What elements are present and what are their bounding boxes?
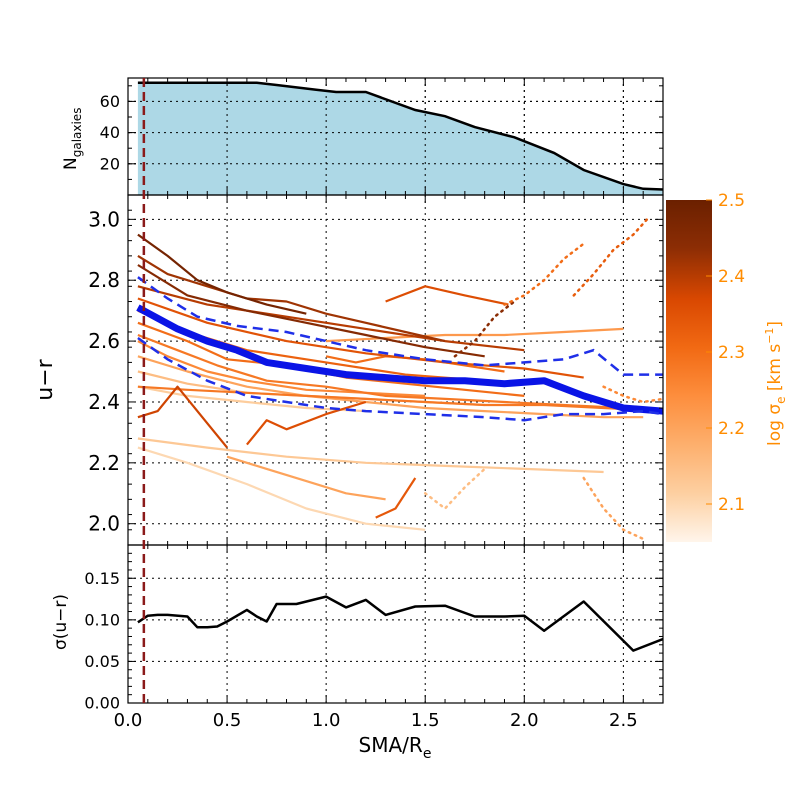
galaxy-track: [137, 385, 366, 413]
galaxy-track: [137, 264, 485, 358]
y-tick-label: 2.2: [88, 451, 120, 475]
galaxy-track-dotted: [423, 467, 486, 511]
y-tick-label: 0.00: [84, 694, 120, 713]
galaxy-track: [385, 285, 509, 306]
galaxy-track: [137, 297, 584, 379]
y-tick-label: 40: [100, 123, 120, 142]
y-tick-label: 60: [100, 92, 120, 111]
y-tick-label: 20: [100, 154, 120, 173]
colorbar-tick-label: 2.2: [718, 419, 745, 439]
colorbar-tick-label: 2.1: [718, 495, 745, 515]
mid-y-label: u−r: [33, 358, 58, 400]
colorbar-label: log σe [km s−1]: [763, 321, 788, 446]
color-scatter-panel: 0.00 0.05 0.10 0.15 0.0 0.5 1.0 1.5 2.0 2.5 σ(u−r…: [51, 544, 664, 762]
galaxy-track: [137, 437, 604, 474]
y-tick-label: 0.10: [84, 610, 120, 629]
galaxy-track-dotted: [503, 242, 585, 306]
y-tick-label: 0.05: [84, 652, 120, 671]
galaxy-count-line: [137, 81, 663, 191]
galaxy-count-area: [128, 78, 663, 195]
galaxy-track: [226, 455, 386, 501]
galaxy-count-panel: 20 40 60 Ngalaxies: [61, 77, 664, 196]
colorbar-tick-label: 2.3: [718, 343, 745, 363]
color-scatter-line: [137, 595, 663, 652]
bot-y-label: σ(u−r): [51, 594, 71, 650]
y-tick-label: 2.0: [88, 512, 120, 536]
galaxy-track: [137, 285, 525, 352]
galaxy-track: [137, 233, 307, 315]
x-tick-label: 2.0: [510, 710, 539, 731]
upper-quartile-line: [137, 276, 663, 376]
x-tick-label: 1.0: [312, 710, 341, 731]
galaxy-track: [137, 254, 446, 343]
top-y-label: Ngalaxies: [61, 108, 84, 170]
x-tick-label: 0.5: [213, 710, 242, 731]
colorbar-tick-label: 2.4: [718, 267, 745, 287]
galaxy-track: [137, 333, 624, 410]
mid-grid: [128, 195, 663, 545]
colorbar-ticks: 2.1 2.2 2.3 2.4 2.5: [706, 191, 745, 515]
scatter-line: [137, 595, 663, 652]
galaxy-track-dotted: [602, 385, 663, 404]
x-axis-label: SMA/Re: [359, 733, 432, 762]
galaxy-count-fill: [137, 82, 663, 195]
galaxy-track: [326, 327, 624, 343]
mid-y-ticks: 2.0 2.2 2.4 2.6 2.8 3.0: [88, 194, 664, 546]
galaxy-track: [137, 446, 426, 531]
color-profile-panel: 2.0 2.2 2.4 2.6 2.8 3.0 u−r: [33, 194, 664, 546]
galaxy-track-dotted: [572, 218, 649, 297]
galaxy-track: [137, 355, 644, 419]
median-line: [136, 304, 663, 415]
median-and-quartiles: [136, 276, 663, 422]
x-tick-label: 2.5: [609, 710, 638, 731]
galaxy-dotted-tracks: [423, 218, 663, 541]
y-tick-label: 2.8: [88, 268, 120, 292]
x-tick-label: 1.5: [411, 710, 440, 731]
bot-frame: [127, 544, 664, 704]
bot-grid: [128, 545, 663, 703]
colorbar-gradient: [666, 200, 712, 542]
colorbar-tick-label: 2.5: [718, 191, 745, 211]
galaxy-track: [137, 385, 663, 413]
y-tick-label: 0.15: [84, 569, 120, 588]
y-tick-label: 2.4: [88, 390, 120, 414]
lower-quartile-line: [137, 336, 663, 422]
galaxy-track: [375, 477, 417, 519]
y-tick-label: 3.0: [88, 207, 120, 231]
galaxy-track-dotted: [453, 300, 516, 358]
y-tick-label: 2.6: [88, 329, 120, 353]
x-tick-label: 0.0: [114, 710, 143, 731]
colorbar: 2.1 2.2 2.3 2.4 2.5 log σe [km s−1]: [666, 191, 788, 542]
galaxy-track-dotted: [582, 476, 645, 541]
mid-frame: [127, 194, 664, 546]
galaxy-track: [137, 385, 228, 449]
